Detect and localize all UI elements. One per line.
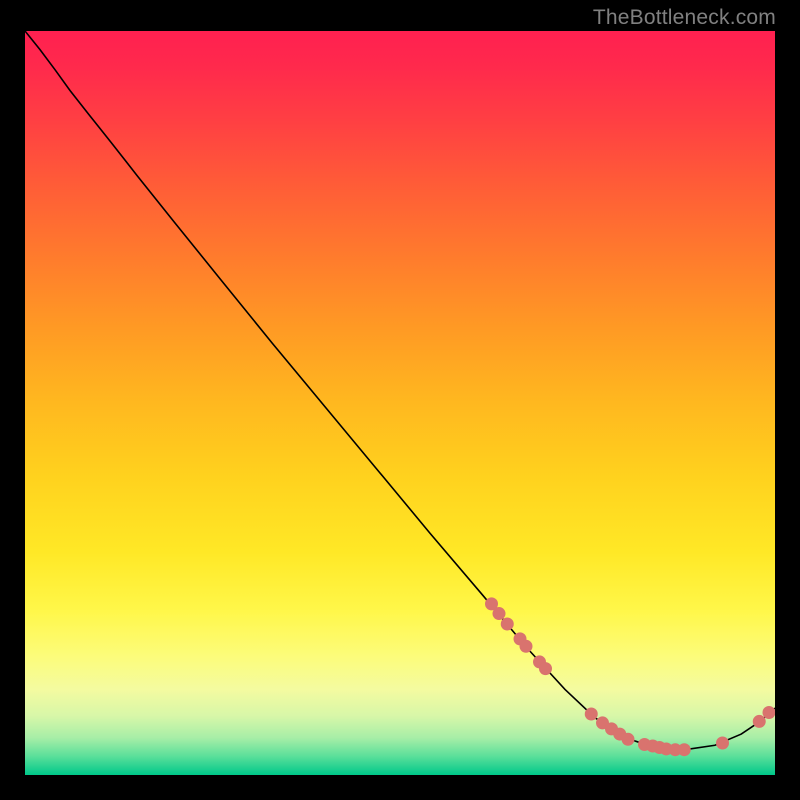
curve-marker — [493, 607, 506, 620]
chart-area — [25, 31, 775, 775]
curve-marker — [678, 743, 691, 756]
curve-marker — [520, 640, 533, 653]
curve-marker — [585, 707, 598, 720]
markers-group — [485, 597, 775, 756]
bottleneck-curve — [25, 31, 775, 750]
curve-marker — [622, 733, 635, 746]
curve-marker — [753, 715, 766, 728]
curve-marker — [763, 706, 776, 719]
curve-marker — [716, 737, 729, 750]
curve-layer — [25, 31, 775, 775]
attribution-text: TheBottleneck.com — [593, 6, 776, 30]
curve-marker — [501, 617, 514, 630]
curve-marker — [539, 662, 552, 675]
